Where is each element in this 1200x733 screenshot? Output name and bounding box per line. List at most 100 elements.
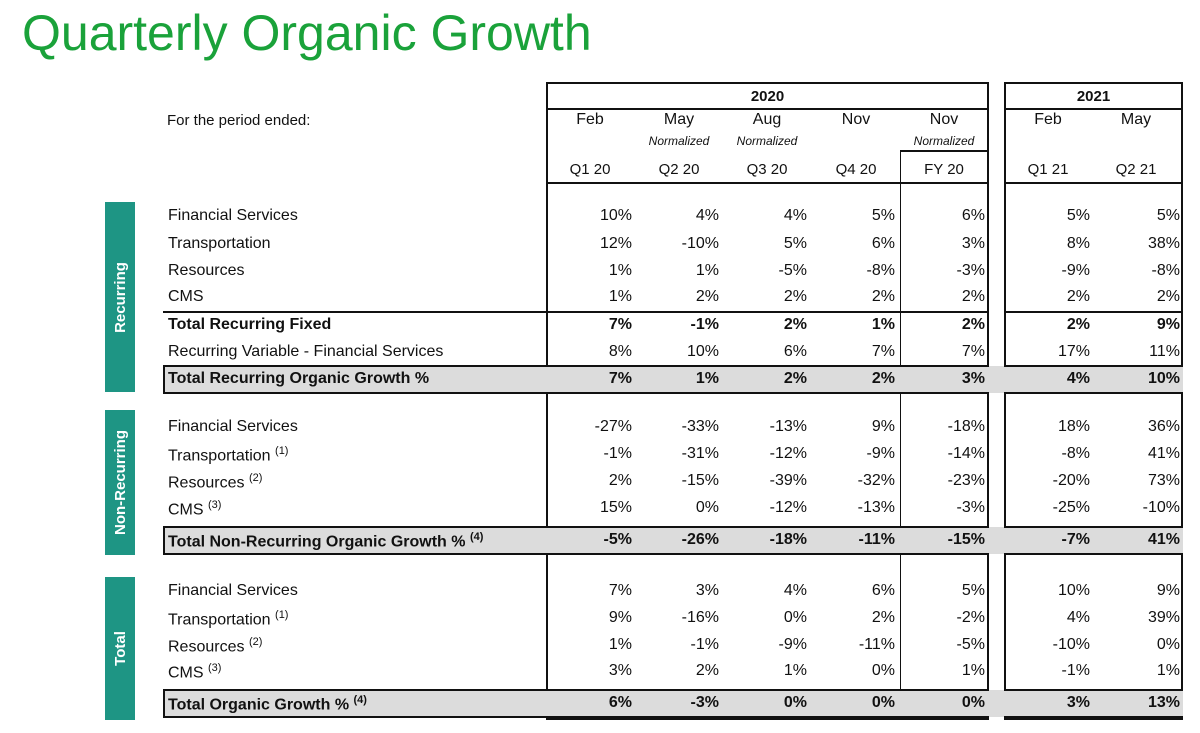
table-cell: 2%: [961, 288, 985, 305]
header-divider: [546, 182, 989, 184]
row-divider: [1004, 553, 1183, 555]
total-row: Total Non-Recurring Organic Growth % (4)…: [163, 527, 1183, 554]
table-cell: 4%: [695, 207, 719, 224]
section-tab-label: Total: [111, 631, 129, 666]
table-cell: 4%: [783, 582, 807, 599]
row-label: CMS (3): [168, 662, 221, 682]
table-cell: -25%: [1052, 499, 1090, 516]
table-cell: 3%: [961, 370, 985, 387]
table-cell: 73%: [1147, 472, 1180, 489]
year-divider-2020: [546, 108, 989, 110]
table-cell: -3%: [956, 262, 985, 279]
table-cell: 1%: [1156, 662, 1180, 679]
table-cell: 2%: [871, 609, 895, 626]
year-divider-2021: [1004, 108, 1183, 110]
table-cell: 5%: [783, 235, 807, 252]
page-title: Quarterly Organic Growth: [22, 5, 592, 61]
table-cell: -14%: [947, 445, 985, 462]
section-tab-label: Non-Recurring: [111, 430, 129, 535]
column-month-header: Feb: [576, 111, 604, 128]
year-header-2021: 2021: [1076, 88, 1111, 105]
row-label: Transportation (1): [168, 445, 288, 465]
table-cell: -18%: [947, 418, 985, 435]
column-month-header: Nov: [929, 111, 959, 128]
footnote-marker: (3): [208, 499, 222, 511]
row-label-text: Total Organic Growth %: [168, 696, 350, 714]
table-cell: -18%: [769, 531, 807, 548]
table-cell: 1%: [608, 288, 632, 305]
frame-2020: [546, 82, 989, 720]
table-cell: 5%: [1066, 207, 1090, 224]
table-cell: 7%: [961, 343, 985, 360]
footnote-marker: (1): [275, 445, 289, 457]
row-divider: [1004, 689, 1183, 691]
row-divider: [1004, 526, 1183, 528]
table-cell: 4%: [783, 207, 807, 224]
table-cell: -10%: [1052, 636, 1090, 653]
column-normalized-note: Normalized: [736, 134, 798, 148]
table-cell: -3%: [690, 694, 719, 711]
row-label: Recurring Variable - Financial Services: [168, 343, 443, 361]
table-cell: 0%: [783, 609, 807, 626]
row-label-text: Transportation: [168, 235, 271, 252]
table-row: CMS (3) 3% 2% 1% 0% 1% -1% 1%: [163, 658, 1183, 685]
table-cell: -11%: [858, 636, 895, 653]
table-cell: -9%: [866, 445, 895, 462]
table-cell: 1%: [871, 316, 895, 333]
table-cell: 2%: [695, 662, 719, 679]
table-cell: -5%: [956, 636, 985, 653]
table-row: CMS (3) 15% 0% -12% -13% -3% -25% -10%: [163, 495, 1183, 522]
year-header-2020: 2020: [750, 88, 785, 105]
row-label-text: Financial Services: [168, 582, 298, 599]
table-cell: 7%: [608, 582, 632, 599]
footnote-marker: (4): [469, 531, 484, 543]
row-divider: [163, 553, 989, 555]
row-label-text: Resources: [168, 262, 245, 279]
column-month-header: Nov: [841, 111, 871, 128]
row-label: Financial Services: [168, 207, 298, 225]
table-row: Financial Services -27% -33% -13% 9% -18% 18% 3…: [163, 414, 1183, 441]
table-cell: -1%: [1061, 662, 1090, 679]
column-normalized-note: Normalized: [648, 134, 710, 148]
table-cell: 2%: [1156, 288, 1180, 305]
section-tab-label: Recurring: [111, 261, 129, 333]
table-cell: 2%: [871, 370, 895, 387]
row-divider: [163, 526, 989, 528]
table-cell: -10%: [681, 235, 719, 252]
table-row: Resources (2) 2% -15% -39% -32% -23% -20% 73%: [163, 468, 1183, 495]
table-cell: 2%: [695, 288, 719, 305]
row-divider: [163, 365, 989, 367]
table-cell: 38%: [1147, 235, 1180, 252]
table-cell: 1%: [695, 370, 719, 387]
table-row: Financial Services 7% 3% 4% 6% 5% 10% 9%: [163, 578, 1183, 605]
footnote-marker: (2): [248, 636, 263, 648]
table-cell: 11%: [1149, 343, 1180, 360]
table-cell: 2%: [1066, 288, 1090, 305]
footnote-marker: (1): [275, 609, 289, 621]
row-left-border: [163, 526, 165, 554]
table-cell: 6%: [608, 694, 632, 711]
footnote-marker: (4): [353, 694, 367, 706]
column-quarter-header: Q1 21: [1027, 161, 1069, 178]
row-label-text: Transportation: [168, 611, 271, 629]
row-label: CMS: [168, 288, 204, 306]
table-cell: 12%: [599, 235, 632, 252]
row-label-text: CMS: [168, 501, 204, 519]
row-label: Resources: [168, 262, 244, 280]
column-month-header: Feb: [1034, 111, 1062, 128]
table-cell: -15%: [947, 531, 985, 548]
table-cell: 1%: [961, 662, 985, 679]
table-cell: -26%: [681, 531, 719, 548]
row-label: Resources (2): [168, 636, 262, 656]
row-divider: [1004, 365, 1183, 367]
table-cell: 9%: [1156, 316, 1180, 333]
frame-fy-column: [900, 150, 989, 720]
row-label-text: Total Non-Recurring Organic Growth %: [168, 533, 466, 551]
table-cell: 8%: [1066, 235, 1090, 252]
total-row: Total Recurring Organic Growth % 7% 1% 2% 2%…: [163, 366, 1183, 393]
table-row: Transportation (1) -1% -31% -12% -9% -14% -8% 4…: [163, 441, 1183, 468]
table-cell: 5%: [1156, 207, 1180, 224]
row-label: Total Non-Recurring Organic Growth % (4): [168, 531, 483, 551]
table-row: Recurring Variable - Financial Services 8…: [163, 339, 1183, 366]
table-cell: -27%: [594, 418, 632, 435]
